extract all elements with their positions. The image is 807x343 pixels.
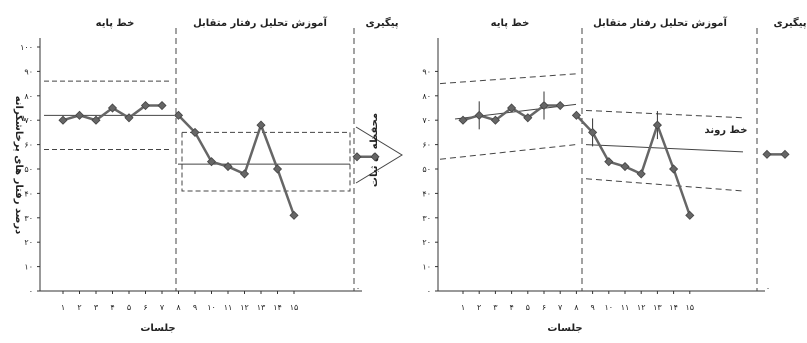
panel2-y-tick-label: ۸۰ bbox=[422, 92, 431, 101]
panel2-y-tick-label: ۵۰ bbox=[422, 165, 431, 174]
panel1-x-tick-label: ۴ bbox=[110, 303, 114, 312]
panel1-x-tick-label: ۱۳ bbox=[257, 303, 266, 312]
panel1-y-tick-label: ۹۰ bbox=[24, 67, 33, 76]
panel1-treatment-point bbox=[241, 170, 249, 178]
panel2-x-tick-label: ۹ bbox=[590, 303, 594, 312]
panel1-treatment-point bbox=[274, 165, 282, 173]
panel1-y-tick-label: ۳۰ bbox=[24, 214, 33, 223]
panel1-x-tick-label: ۳ bbox=[94, 303, 99, 312]
panel1-y-tick-label: ۷۰ bbox=[24, 116, 33, 125]
panel2-phase-label: پیگیری bbox=[773, 16, 806, 29]
panel1-x-tick-label: ۸ bbox=[176, 303, 181, 312]
panel2-x-tick-label: ۵ bbox=[526, 303, 530, 312]
panel1-y-tick-label: ۵۰ bbox=[24, 165, 33, 174]
panel1-y-tick-label: ۸۰ bbox=[24, 92, 33, 101]
panel1-followup-dot: . bbox=[357, 282, 360, 291]
panel2-followup-point bbox=[763, 150, 771, 158]
panel2-baseline-point bbox=[556, 102, 564, 110]
panel2-x-tick-label: ۳ bbox=[493, 303, 498, 312]
panel2-phase-label: آموزش تحلیل رفتار متقابل bbox=[593, 16, 727, 29]
panel2-x-tick-label: ۱۱ bbox=[621, 303, 630, 312]
panel2-x-tick-label: ۱ bbox=[461, 303, 465, 312]
panel2-y-tick-label: ۰ bbox=[427, 287, 431, 296]
panel1-y-tick-label: ۴۰ bbox=[24, 189, 33, 198]
panel2-x-tick-label: ۶ bbox=[542, 303, 546, 312]
panel2-followup-dot: . bbox=[767, 282, 770, 291]
panel2-x-tick-label: ۱۴ bbox=[669, 303, 678, 312]
panel2-treatment-point bbox=[670, 165, 678, 173]
baseline-lower-envelope bbox=[440, 145, 576, 160]
panel1-y-tick-label: ۱۰ bbox=[24, 263, 33, 272]
panel1-x-tick-label: ۱ bbox=[61, 303, 65, 312]
panel1-treatment-point bbox=[257, 121, 265, 129]
panel2-y-tick-label: ۴۰ bbox=[422, 189, 431, 198]
treatment-upper-envelope bbox=[586, 110, 743, 117]
panel1-x-axis-label: جلسات bbox=[140, 323, 175, 334]
panel1-x-tick-label: ۹ bbox=[193, 303, 197, 312]
panel1-x-tick-label: ۷ bbox=[160, 303, 165, 312]
panel1-baseline-point bbox=[76, 111, 84, 119]
panel1-phase-label: آموزش تحلیل رفتار متقابل bbox=[193, 16, 327, 29]
panel2-treatment-point bbox=[653, 121, 661, 129]
panel2-y-tick-label: ۶۰ bbox=[422, 141, 431, 150]
panel2-x-axis-label: جلسات bbox=[547, 323, 582, 334]
panel2-baseline-point bbox=[475, 111, 483, 119]
panel1-phase-label: خط پایه bbox=[96, 18, 135, 29]
panel1-x-tick-label: ۱۴ bbox=[273, 303, 282, 312]
panel2-y-tick-label: ۲۰ bbox=[422, 238, 431, 247]
panel2-x-tick-label: ۸ bbox=[574, 303, 579, 312]
panel1-phase-label: پیگیری bbox=[365, 16, 398, 29]
baseline-upper-envelope bbox=[440, 74, 576, 84]
panel2-x-tick-label: ۱۵ bbox=[686, 303, 695, 312]
panel2-x-tick-label: ۱۳ bbox=[653, 303, 662, 312]
panel1-x-tick-label: ۱۵ bbox=[290, 303, 299, 312]
panel1-y-tick-label: ۱۰۰ bbox=[20, 43, 33, 52]
trend-line-label: خط روند bbox=[705, 125, 748, 136]
panel1-x-tick-label: ۲ bbox=[77, 303, 81, 312]
panel1-y-tick-label: ۰ bbox=[29, 287, 33, 296]
panel1-treatment-point bbox=[290, 211, 298, 219]
panel2-phase-label: خط پایه bbox=[491, 18, 530, 29]
panel2-followup-point bbox=[781, 150, 789, 158]
panel2-x-tick-label: ۴ bbox=[509, 303, 513, 312]
panel2-y-tick-label: ۱۰ bbox=[422, 263, 431, 272]
panel1-x-tick-label: ۶ bbox=[143, 303, 147, 312]
panel1-y-tick-label: ۲۰ bbox=[24, 238, 33, 247]
panel2-x-tick-label: ۲ bbox=[477, 303, 481, 312]
panel2-treatment-point bbox=[637, 170, 645, 178]
panel2-treatment-point bbox=[686, 211, 694, 219]
panel2-x-tick-label: ۷ bbox=[558, 303, 563, 312]
panel1-baseline-point bbox=[158, 102, 166, 110]
panel2-y-tick-label: ۳۰ bbox=[422, 214, 431, 223]
stability-envelope-label: محفظه ی ثبات bbox=[369, 113, 380, 187]
panel2-treatment-point bbox=[621, 163, 629, 171]
panel1-x-tick-label: ۱۰ bbox=[207, 303, 216, 312]
panel1-x-tick-label: ۱۱ bbox=[224, 303, 233, 312]
panel2-x-tick-label: ۱۰ bbox=[605, 303, 614, 312]
panel1-baseline-point bbox=[59, 116, 67, 124]
panel1-y-tick-label: ۶۰ bbox=[24, 141, 33, 150]
panel2-y-tick-label: ۷۰ bbox=[422, 116, 431, 125]
panel1-x-tick-label: ۵ bbox=[127, 303, 131, 312]
treatment-lower-envelope bbox=[586, 179, 743, 191]
panel2-y-tick-label: ۹۰ bbox=[422, 67, 431, 76]
panel1-x-tick-label: ۱۲ bbox=[240, 303, 249, 312]
panel1-y-axis-label: درصد رفتار های پرخاشگرانه bbox=[13, 96, 26, 235]
panel2-x-tick-label: ۱۲ bbox=[637, 303, 646, 312]
